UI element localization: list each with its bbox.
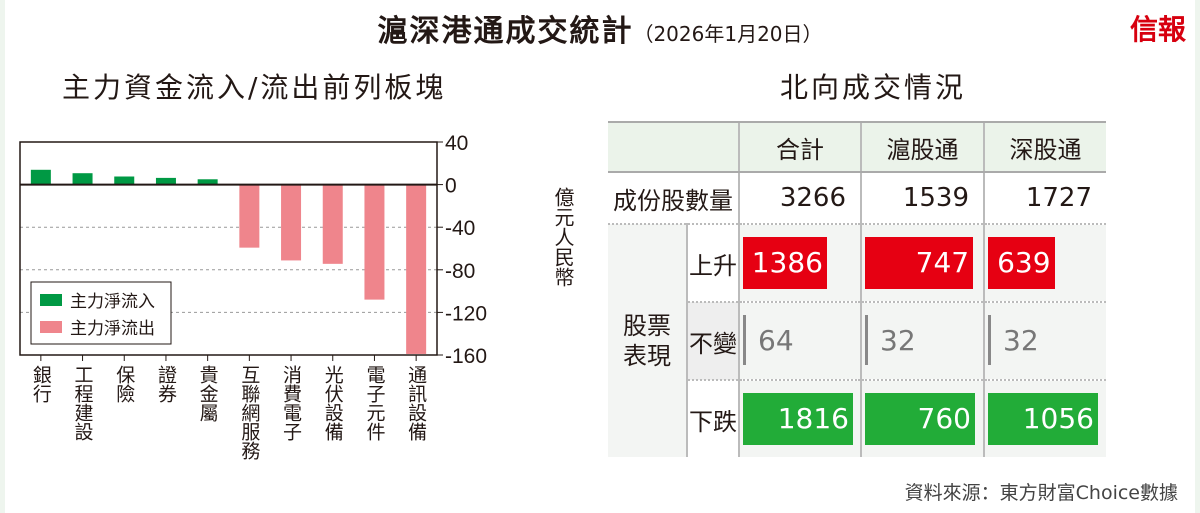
bar: 1386 [743,237,827,289]
x-tick-label-wrap: 消費電子 [280,365,303,441]
x-tick-label: 互聯網服務 [238,365,261,460]
x-tick-label-wrap: 光伏設備 [321,365,344,441]
bar-value: 1056 [1022,402,1094,435]
bar [114,176,135,185]
title-date: （2026年1月20日） [633,22,823,46]
bar-value: 32 [1003,324,1039,357]
x-tick-label: 工程建設 [71,365,94,441]
source-note: 資料來源：東方財富Choice數據 [904,482,1178,504]
bar-value: 747 [915,246,970,279]
cell: 1816 [738,380,861,457]
col-header: 合計 [738,121,861,173]
y-tick-label: -40 [445,217,475,240]
cell: 747 [860,224,984,302]
cell: 1056 [983,380,1106,457]
table-title: 北向成交情況 [780,71,967,104]
plot-frame [19,141,438,356]
cell: 64 [738,302,861,380]
bar-value: 760 [917,402,971,435]
perf-row: 不變 64 32 32 [608,302,1106,380]
y-tick-label: 40 [445,132,468,155]
x-tick-label: 消費電子 [280,365,303,441]
page-title: 滬深港通成交統計（2026年1月20日） [0,6,1200,50]
legend-label: 主力淨流出 [70,319,155,339]
bar-value: 64 [758,324,794,357]
cell: 3266 [738,172,861,224]
bar [281,184,302,261]
x-tick-label: 電子元件 [363,365,386,441]
cell: 32 [983,302,1106,380]
bar: 639 [988,237,1055,289]
legend-label: 主力淨流入 [70,292,155,312]
bar-chart: 40 0 -40 -80 -120 -160 銀行 工程建設 保險 證券 貴金屬 互聯網服務 消費電子光… [19,132,575,460]
x-tick-label-wrap: 銀行 [29,365,52,403]
y-tick-label: 0 [445,175,457,198]
x-tick-label: 通訊設備 [405,365,428,441]
y-axis-label: 億元人民幣 [551,186,575,287]
cell: 760 [860,380,984,457]
group-label-line: 股票 [623,312,671,340]
perf-row: 下跌 1816 760 1056 [608,380,1106,457]
x-tick-label-wrap: 證券 [154,365,177,403]
bar-value: 639 [997,246,1051,279]
frame-edge-left [0,0,5,513]
row-label: 成份股數量 [613,186,733,215]
bar: 1056 [988,393,1098,445]
group-label: 股票 表現 [608,224,687,457]
x-tick-label-wrap: 保險 [113,365,136,403]
perf-row: 股票 表現 上升 1386 747 639 [608,224,1106,457]
bar: 1816 [743,393,853,445]
x-tick-label-wrap: 通訊設備 [405,365,428,441]
cell: 1386 [738,224,861,302]
x-tick-label: 貴金屬 [196,365,219,422]
bar [743,315,746,365]
bar [30,169,51,185]
bar [364,184,385,300]
bar-value: 1816 [777,402,849,435]
row-label: 不變 [686,302,739,380]
x-tick-label: 銀行 [29,365,52,403]
title-text: 滬深港通成交統計 [377,14,634,49]
legend-swatch [40,294,62,306]
y-axis-label-wrap: 億元人民幣 [551,186,575,287]
bar [322,184,343,264]
bar [155,177,176,185]
frame-edge-right [1195,0,1200,513]
x-tick-label: 光伏設備 [321,365,344,441]
bar [988,315,991,365]
row-label: 上升 [686,224,739,302]
legend [30,281,172,345]
x-tick-label-wrap: 工程建設 [71,365,94,441]
chart-title: 主力資金流入/流出前列板塊 [62,71,447,104]
bar: 760 [865,393,975,445]
bar [72,173,93,185]
cell: 1727 [983,172,1106,224]
x-tick-label: 保險 [113,365,136,403]
x-tick-label: 證券 [154,365,177,403]
x-tick-label-wrap: 互聯網服務 [238,365,261,460]
x-tick-label-wrap: 貴金屬 [196,365,219,422]
northbound-table: 合計 滬股通 深股通 成份股數量 3266 1539 1727 股票 表現 上升 13… [608,121,1106,457]
bar-value: 1386 [751,246,823,279]
logo: 信報 [1129,13,1186,46]
y-tick-label: -80 [445,260,475,283]
bar-value: 32 [880,324,916,357]
group-label-line: 表現 [623,342,671,370]
bar [239,184,260,248]
cell: 1539 [860,172,984,224]
y-tick-label: -160 [445,345,487,368]
bar [197,179,218,185]
x-tick-label-wrap: 電子元件 [363,365,386,441]
col-header: 滬股通 [860,121,984,173]
row-label: 下跌 [686,380,739,457]
col-header: 深股通 [983,121,1106,173]
cell: 32 [860,302,984,380]
y-tick-label: -120 [445,302,487,325]
bar [406,184,427,354]
bar [865,315,868,365]
legend-swatch [40,321,62,333]
cell: 639 [983,224,1106,302]
bar: 747 [865,237,974,289]
